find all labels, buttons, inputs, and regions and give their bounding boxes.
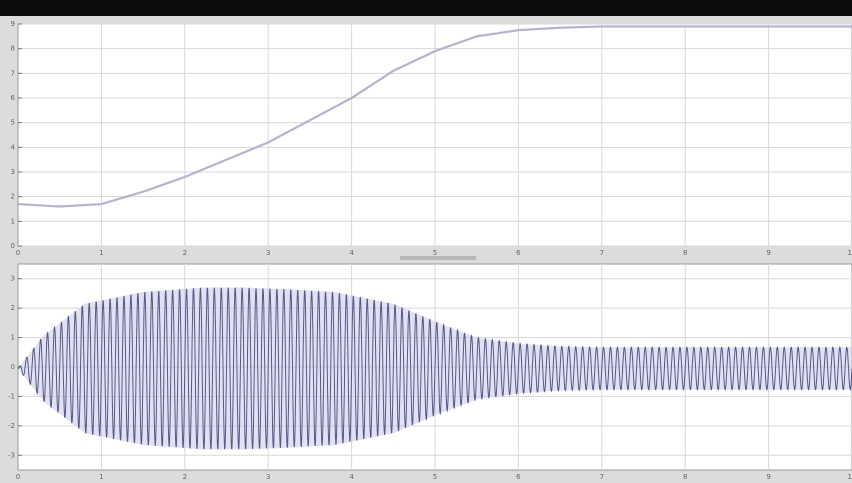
x-tick-label: 9 xyxy=(766,249,770,257)
y-tick-label: 0 xyxy=(11,242,15,250)
x-tick-label: 5 xyxy=(433,473,437,481)
y-tick-label: -2 xyxy=(8,422,15,430)
x-tick-label: 2 xyxy=(183,249,187,257)
y-tick-label: 8 xyxy=(11,45,15,53)
x-tick-label: 4 xyxy=(349,473,354,481)
x-tick-label: 9 xyxy=(766,473,770,481)
bottom-series-line xyxy=(17,287,852,450)
x-tick-label: 4 xyxy=(349,249,354,257)
top-series-line xyxy=(17,25,852,208)
y-tick-label: 3 xyxy=(11,275,15,283)
top-plot-series xyxy=(17,25,852,208)
title-bar xyxy=(0,0,852,16)
y-tick-label: 1 xyxy=(11,217,15,225)
x-tick-label: 3 xyxy=(266,473,270,481)
bottom-plot-tick-labels: 0 1 2 3 4 5 6 7 8 9 10 -3 -2 -1 0 1 2 3 xyxy=(8,275,852,481)
x-tick-label: 0 xyxy=(16,249,20,257)
x-tick-label: 1 xyxy=(99,473,103,481)
y-tick-label: 9 xyxy=(11,20,15,28)
panel-splitter-handle[interactable] xyxy=(400,256,476,260)
y-tick-label: 5 xyxy=(11,119,15,127)
top-plot-grid xyxy=(18,23,852,247)
y-tick-label: 1 xyxy=(11,334,15,342)
x-tick-label: 8 xyxy=(683,473,687,481)
x-tick-label: 6 xyxy=(516,473,521,481)
y-tick-label: 7 xyxy=(11,69,15,77)
y-tick-label: 2 xyxy=(11,304,15,312)
x-tick-label: 10 xyxy=(848,249,852,257)
bottom-plot-series xyxy=(17,287,852,450)
scope-figure: 0123456789100123456789 012345678910-3-2-… xyxy=(0,16,852,483)
top-plot-tick-labels: 0 1 2 3 4 5 6 7 8 9 10 0 1 2 3 4 5 6 7 8 9 xyxy=(11,20,852,257)
x-tick-label: 6 xyxy=(516,249,521,257)
x-tick-label: 5 xyxy=(433,249,437,257)
x-tick-label: 2 xyxy=(183,473,187,481)
x-tick-label: 7 xyxy=(600,249,604,257)
y-tick-label: 4 xyxy=(11,143,16,151)
y-tick-label: 0 xyxy=(11,363,15,371)
y-tick-label: 6 xyxy=(11,94,16,102)
x-tick-label: 0 xyxy=(16,473,20,481)
y-tick-label: -3 xyxy=(8,451,15,459)
x-tick-label: 3 xyxy=(266,249,270,257)
y-tick-label: 3 xyxy=(11,168,15,176)
x-tick-label: 10 xyxy=(848,473,852,481)
x-tick-label: 1 xyxy=(99,249,103,257)
x-tick-label: 7 xyxy=(600,473,604,481)
y-tick-label: 2 xyxy=(11,193,15,201)
y-tick-label: -1 xyxy=(8,392,15,400)
x-tick-label: 8 xyxy=(683,249,687,257)
